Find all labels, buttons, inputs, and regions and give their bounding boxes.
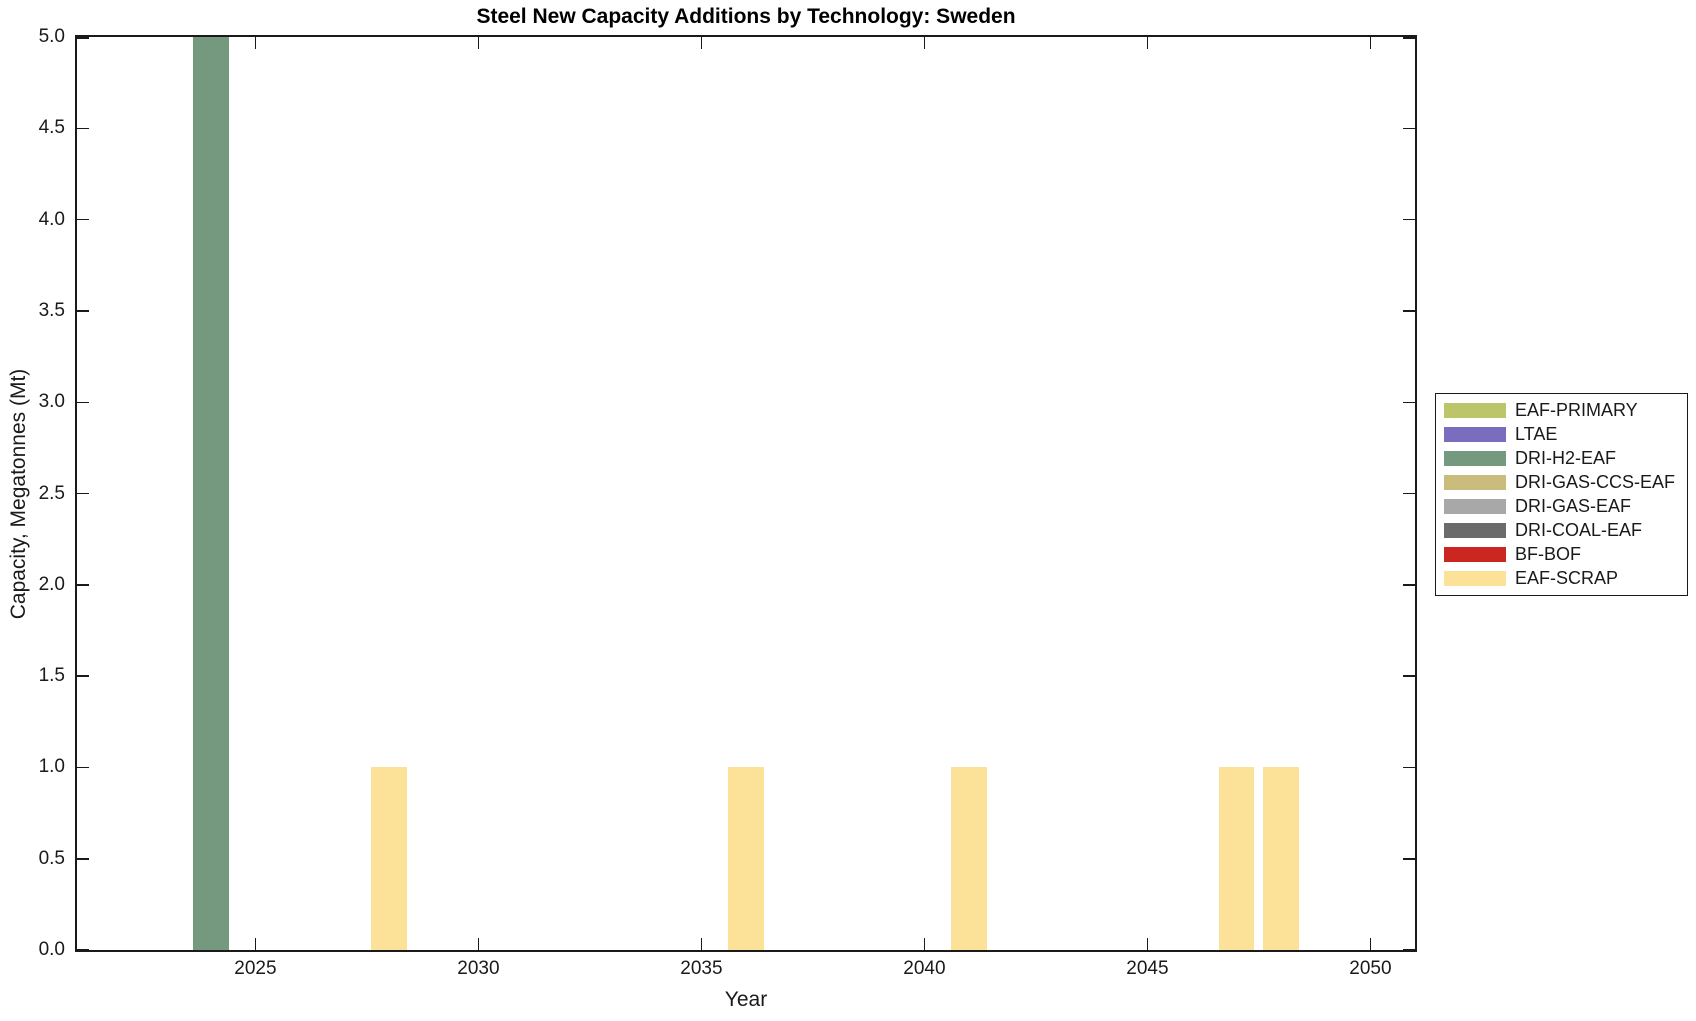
legend-label: DRI-GAS-EAF	[1515, 496, 1632, 516]
y-tick-mark	[1403, 858, 1415, 860]
y-tick-mark	[1403, 948, 1415, 950]
legend-swatch-dri-gas-ccs-eaf	[1444, 475, 1506, 490]
y-tick-mark	[77, 492, 89, 495]
legend-label: DRI-COAL-EAF	[1515, 520, 1643, 540]
y-tick-label: 3.5	[38, 299, 65, 321]
y-tick-mark	[1403, 127, 1415, 129]
legend-label: EAF-SCRAP	[1515, 568, 1619, 588]
y-tick-label: 2.5	[38, 482, 65, 504]
x-tick-mark	[1146, 938, 1149, 950]
x-tick-mark	[700, 938, 703, 950]
legend-item-dri-gas-eaf: DRI-GAS-EAF	[1436, 495, 1687, 518]
y-tick-mark	[77, 310, 89, 312]
bar-eaf-scrap-2047	[1218, 767, 1255, 950]
x-tick-mark	[254, 37, 257, 49]
legend-swatch-dri-h2-eaf	[1444, 451, 1506, 466]
y-axis-label: Capacity, Megatonnes (Mt)	[7, 368, 30, 620]
x-tick-mark	[1146, 37, 1149, 49]
chart-title: Steel New Capacity Additions by Technolo…	[476, 5, 1016, 28]
x-tick-mark	[1369, 938, 1372, 950]
y-tick-mark	[1403, 492, 1415, 495]
x-tick-mark	[254, 938, 257, 950]
legend-swatch-dri-coal-eaf	[1444, 523, 1506, 538]
x-tick-mark	[923, 938, 926, 950]
y-tick-mark	[77, 858, 89, 860]
x-tick-label: 2025	[234, 958, 277, 979]
y-tick-mark	[77, 584, 89, 586]
x-tick-mark	[923, 37, 926, 49]
legend-swatch-bf-bof	[1444, 547, 1506, 562]
y-tick-label: 3.0	[38, 391, 65, 413]
x-tick-label: 2030	[457, 958, 500, 979]
bar-eaf-scrap-2036	[728, 767, 764, 950]
plot-area	[75, 35, 1417, 952]
y-tick-mark	[1403, 766, 1415, 769]
y-tick-mark	[1403, 310, 1415, 312]
legend-label: BF-BOF	[1515, 544, 1581, 564]
x-tick-mark	[477, 938, 480, 950]
y-tick-mark	[1403, 37, 1415, 39]
y-tick-mark	[1403, 675, 1415, 677]
legend-item-eaf-primary: EAF-PRIMARY	[1436, 399, 1687, 422]
bar-eaf-scrap-2041	[951, 767, 987, 950]
y-tick-mark	[77, 127, 89, 129]
bar-eaf-scrap-2028	[371, 767, 408, 950]
legend-swatch-dri-gas-eaf	[1444, 499, 1506, 514]
y-tick-mark	[77, 37, 89, 39]
y-tick-label: 1.5	[38, 665, 65, 687]
y-tick-mark	[77, 401, 89, 403]
legend-label: EAF-PRIMARY	[1515, 400, 1638, 420]
y-tick-label: 0.5	[38, 847, 65, 869]
legend-label: DRI-H2-EAF	[1515, 448, 1617, 468]
legend-swatch-ltae	[1444, 427, 1506, 442]
x-tick-mark	[477, 37, 480, 49]
legend: EAF-PRIMARY LTAE DRI-H2-EAF DRI-GAS-CCS-EAF…	[1435, 393, 1688, 596]
y-tick-mark	[77, 948, 89, 950]
legend-item-ltae: LTAE	[1436, 423, 1687, 446]
x-tick-label: 2035	[680, 958, 723, 979]
x-tick-label: 2040	[903, 958, 946, 979]
y-tick-label: 4.5	[38, 117, 65, 139]
bar-eaf-scrap-2048	[1263, 767, 1300, 950]
y-tick-mark	[77, 218, 89, 221]
x-tick-label: 2045	[1126, 958, 1169, 979]
legend-item-eaf-scrap: EAF-SCRAP	[1436, 567, 1687, 590]
legend-item-dri-coal-eaf: DRI-COAL-EAF	[1436, 519, 1687, 542]
x-tick-label: 2050	[1349, 958, 1392, 979]
y-tick-mark	[1403, 584, 1415, 586]
x-tick-mark	[700, 37, 703, 49]
legend-item-dri-h2-eaf: DRI-H2-EAF	[1436, 447, 1687, 470]
y-tick-mark	[1403, 401, 1415, 403]
y-tick-label: 4.0	[38, 208, 65, 230]
x-tick-mark	[1369, 37, 1372, 49]
legend-label: DRI-GAS-CCS-EAF	[1515, 472, 1676, 492]
y-tick-mark	[1403, 218, 1415, 221]
bar-dri-h2-eaf-2024	[193, 37, 229, 950]
y-tick-mark	[77, 766, 89, 769]
legend-item-bf-bof: BF-BOF	[1436, 543, 1687, 566]
y-tick-label: 0.0	[38, 939, 65, 960]
x-axis-label: Year	[724, 988, 768, 1011]
legend-item-dri-gas-ccs-eaf: DRI-GAS-CCS-EAF	[1436, 471, 1687, 494]
y-tick-label: 1.0	[38, 756, 65, 778]
legend-swatch-eaf-primary	[1444, 403, 1506, 418]
legend-label: LTAE	[1515, 424, 1558, 444]
legend-swatch-eaf-scrap	[1444, 571, 1506, 586]
y-tick-label: 2.0	[38, 573, 65, 595]
y-tick-mark	[77, 675, 89, 677]
y-tick-label: 5.0	[38, 26, 65, 47]
